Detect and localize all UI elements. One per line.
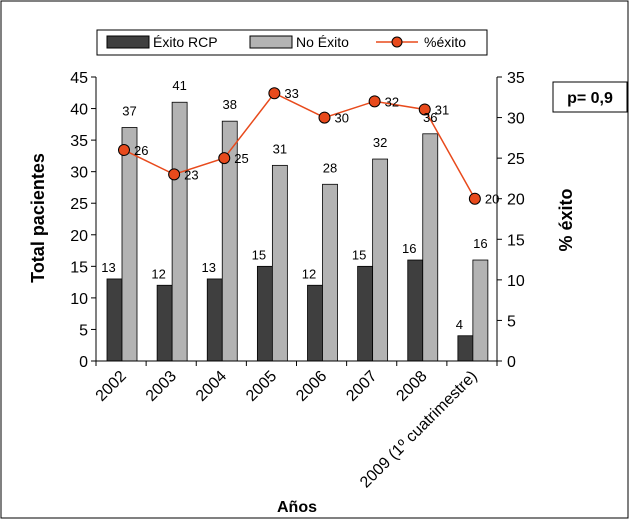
label-no-exito-2007: 32 (373, 135, 387, 150)
label-no-exito-2006: 28 (323, 160, 337, 175)
y2-axis-title: % éxito (556, 188, 576, 251)
label-exito-rcp-2009-1-cuatrimestre: 4 (456, 317, 463, 332)
p-value-text: p= 0,9 (567, 90, 613, 107)
point-pct-exito-2008 (418, 103, 431, 116)
bar-exito-rcp-2009-1-cuatrimestre (457, 335, 474, 362)
point-pct-exito-2004 (218, 152, 231, 165)
bar-no-exito-2009-1-cuatrimestre (472, 259, 489, 362)
point-pct-exito-2005 (268, 87, 281, 100)
bar-no-exito-2007 (372, 158, 389, 362)
y-tick-label-15: 15 (70, 259, 88, 276)
bar-exito-rcp-2008 (407, 259, 424, 362)
point-pct-exito-2006 (318, 111, 331, 124)
bar-exito-rcp-2002 (106, 278, 123, 362)
bar-exito-rcp-2006 (307, 284, 323, 362)
legend-label-pct-exito: %éxito (424, 34, 466, 50)
y2-tick-label-25: 25 (507, 151, 525, 168)
label-pct-exito-2007: 32 (385, 94, 399, 109)
label-pct-exito-2002: 26 (134, 143, 148, 158)
label-exito-rcp-2006: 12 (302, 266, 316, 281)
point-pct-exito-2007 (368, 95, 381, 108)
bar-exito-rcp-2005 (256, 265, 273, 362)
legend-label-no-exito: No Éxito (296, 34, 349, 50)
bar-exito-rcp-2004 (206, 278, 223, 362)
label-exito-rcp-2004: 13 (202, 260, 216, 275)
legend-label-exito-rcp: Éxito RCP (153, 34, 218, 50)
y-tick-label-45: 45 (70, 70, 88, 87)
label-exito-rcp-2003: 12 (151, 266, 165, 281)
legend-swatch-no-exito (249, 35, 293, 49)
line-pct-exito (123, 92, 476, 200)
legend-swatch-exito-rcp (106, 35, 150, 49)
legend-marker-pct-exito (391, 36, 403, 48)
y-tick-label-5: 5 (79, 322, 88, 339)
label-pct-exito-2006: 30 (335, 111, 349, 126)
y2-tick-label-5: 5 (507, 313, 516, 330)
bar-no-exito-2008 (422, 133, 439, 362)
label-pct-exito-2005: 33 (284, 86, 298, 101)
x-axis-title: Años (277, 499, 317, 516)
label-pct-exito-2004: 25 (234, 151, 248, 166)
bar-no-exito-2003 (171, 101, 188, 362)
bar-no-exito-2005 (271, 164, 288, 362)
label-exito-rcp-2008: 16 (402, 241, 416, 256)
point-pct-exito-2002 (118, 144, 130, 157)
y-tick-label-20: 20 (70, 228, 88, 245)
label-no-exito-2002: 37 (122, 103, 136, 118)
data-labels: 13 37 12 41 13 38 15 31 12 28 15 32 16 36 4 16 26 23 25 33 3… (101, 78, 499, 332)
bar-no-exito-2002 (121, 127, 138, 362)
y-tick-label-0: 0 (79, 354, 88, 371)
p-value-annotation: p= 0,9 (552, 81, 628, 113)
label-no-exito-2004: 38 (223, 97, 237, 112)
label-exito-rcp-2007: 15 (352, 247, 366, 262)
p-value-box (552, 81, 628, 113)
legend: Éxito RCP No Éxito %éxito (96, 29, 488, 56)
y-tick-label-10: 10 (70, 291, 88, 308)
y-tick-label-35: 35 (70, 133, 88, 150)
label-no-exito-2009-1-cuatrimestre: 16 (473, 236, 487, 251)
y2-tick-label-0: 0 (507, 354, 516, 371)
bars (106, 101, 489, 362)
y2-tick-label-20: 20 (507, 192, 525, 209)
point-pct-exito-2009-1-cuatrimestre (468, 192, 481, 205)
bar-exito-rcp-2007 (357, 265, 374, 362)
label-exito-rcp-2002: 13 (101, 260, 115, 275)
y-tick-label-25: 25 (70, 196, 88, 213)
label-exito-rcp-2005: 15 (252, 247, 266, 262)
bar-exito-rcp-2003 (156, 284, 173, 362)
label-pct-exito-2008: 31 (435, 102, 449, 117)
label-pct-exito-2009-1-cuatrimestre: 20 (485, 192, 499, 207)
y2-tick-label-30: 30 (507, 111, 525, 128)
label-no-exito-2008: 36 (423, 110, 437, 125)
line-series (118, 87, 481, 205)
y2-tick-label-15: 15 (507, 232, 525, 249)
bar-no-exito-2006 (322, 183, 338, 362)
y-tick-label-30: 30 (70, 165, 88, 182)
label-no-exito-2003: 41 (172, 78, 186, 93)
y-tick-label-40: 40 (70, 102, 88, 119)
y-axis-title: Total pacientes (28, 153, 48, 283)
y2-tick-label-10: 10 (507, 273, 525, 290)
label-pct-exito-2003: 23 (184, 167, 198, 182)
y2-tick-label-35: 35 (507, 70, 525, 87)
point-pct-exito-2003 (168, 168, 181, 181)
label-no-exito-2005: 31 (273, 141, 287, 156)
